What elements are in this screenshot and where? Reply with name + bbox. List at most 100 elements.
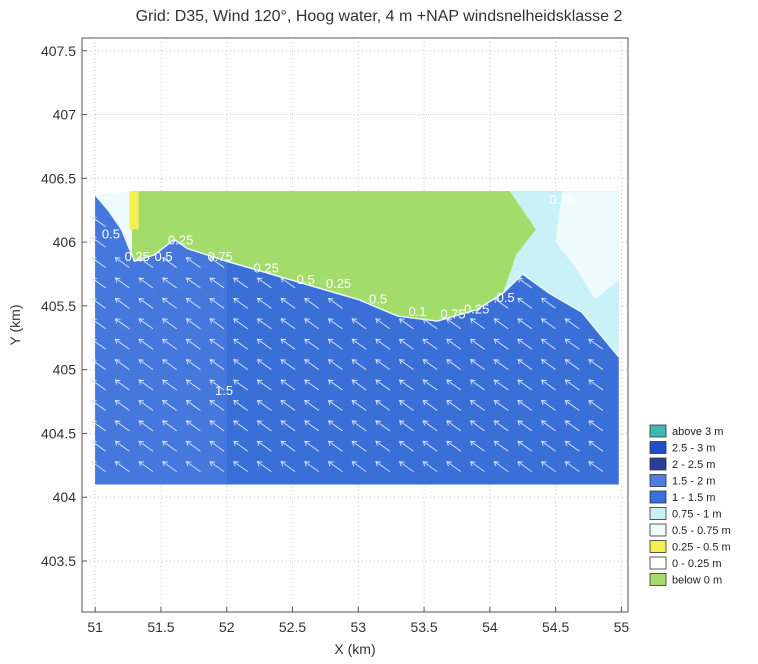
wave-arrow bbox=[91, 338, 106, 350]
wave-arrow-head bbox=[588, 379, 595, 385]
wave-arrow bbox=[91, 440, 106, 452]
wave-arrow bbox=[494, 379, 509, 391]
wave-arrow bbox=[470, 359, 485, 371]
wave-arrow-head bbox=[422, 318, 429, 324]
wave-arrow-head bbox=[446, 440, 452, 446]
wave-arrow-head bbox=[422, 420, 429, 426]
wave-arrow-head bbox=[91, 420, 97, 426]
wave-arrow-head bbox=[138, 277, 145, 283]
wave-arrow bbox=[517, 440, 533, 452]
wave-arrow-head bbox=[304, 420, 310, 426]
wave-arrow-head bbox=[327, 420, 334, 426]
wave-arrow bbox=[162, 338, 177, 350]
wave-arrow-head bbox=[114, 461, 121, 467]
wave-arrow-head bbox=[351, 359, 358, 365]
wave-arrow bbox=[494, 338, 509, 350]
wave-arrow bbox=[517, 277, 533, 289]
y-tick-label: 405 bbox=[53, 362, 77, 378]
wave-arrow-head bbox=[280, 461, 287, 467]
wave-arrow-head bbox=[588, 399, 595, 406]
wave-arrow bbox=[162, 461, 177, 473]
wave-arrow bbox=[351, 440, 367, 452]
wave-arrow-head bbox=[517, 338, 524, 344]
wave-arrow bbox=[588, 379, 604, 391]
wave-arrow bbox=[91, 379, 106, 391]
wave-arrow-head bbox=[493, 461, 500, 467]
wave-arrow-head bbox=[327, 297, 334, 304]
wave-arrow-head bbox=[114, 318, 121, 324]
wave-arrow-head bbox=[398, 461, 405, 467]
wave-arrow bbox=[115, 338, 130, 350]
wave-arrow-head bbox=[209, 318, 216, 324]
wave-arrow-head bbox=[91, 338, 97, 344]
wave-arrow-head bbox=[469, 359, 476, 365]
wave-arrow bbox=[541, 440, 556, 452]
wave-arrow bbox=[162, 298, 177, 309]
wave-arrow bbox=[375, 359, 391, 371]
wave-arrow bbox=[209, 440, 225, 452]
wave-arrow bbox=[328, 461, 343, 473]
legend-swatch bbox=[649, 507, 667, 520]
x-tick-label: 53 bbox=[351, 619, 367, 635]
wave-arrow bbox=[517, 400, 533, 411]
wave-arrow-head bbox=[327, 461, 334, 467]
wave-arrow-head bbox=[185, 318, 192, 324]
contour-label: 0.75 bbox=[440, 307, 465, 322]
wave-arrow-head bbox=[422, 338, 429, 344]
wave-arrow bbox=[233, 420, 249, 432]
wave-arrow bbox=[588, 440, 604, 452]
wave-arrow-head bbox=[351, 338, 358, 344]
wave-arrow bbox=[138, 400, 154, 411]
wave-arrow-head bbox=[351, 318, 358, 324]
wave-arrow-head bbox=[256, 461, 263, 467]
wave-arrow-head bbox=[209, 297, 216, 304]
wave-arrow-head bbox=[564, 359, 571, 365]
x-tick-label: 53.5 bbox=[410, 619, 437, 635]
wave-arrow bbox=[257, 440, 272, 452]
wave-arrow bbox=[138, 379, 154, 391]
wave-arrow-head bbox=[540, 359, 547, 365]
wave-arrow bbox=[186, 359, 201, 371]
legend-label: 2 - 2.5 m bbox=[672, 459, 715, 471]
wave-arrow bbox=[91, 359, 106, 371]
wave-arrow bbox=[470, 440, 485, 452]
wave-arrow-head bbox=[138, 359, 145, 365]
water-region-deeper bbox=[95, 194, 227, 485]
wave-arrow-head bbox=[493, 420, 500, 426]
wave-arrow-head bbox=[304, 399, 310, 406]
wave-arrow bbox=[186, 298, 201, 309]
wave-arrow bbox=[351, 318, 367, 330]
wave-arrow bbox=[375, 400, 391, 411]
wave-arrow bbox=[399, 420, 414, 432]
wave-arrow-head bbox=[588, 420, 595, 426]
wave-arrow bbox=[138, 440, 154, 452]
wave-arrow-head bbox=[446, 338, 452, 344]
wave-arrow bbox=[328, 298, 343, 309]
wave-arrow bbox=[233, 298, 249, 309]
wave-arrow bbox=[91, 277, 106, 289]
wave-arrow-head bbox=[233, 277, 239, 283]
legend-label: below 0 m bbox=[672, 575, 722, 587]
wave-arrow-head bbox=[256, 277, 263, 283]
wave-arrow-head bbox=[233, 318, 239, 324]
legend-swatch bbox=[649, 490, 667, 504]
wave-arrow bbox=[138, 359, 154, 371]
wave-arrow bbox=[209, 257, 225, 268]
wave-arrow bbox=[115, 298, 130, 309]
wave-arrow bbox=[328, 420, 343, 432]
wave-arrow-head bbox=[256, 338, 263, 344]
wave-arrow bbox=[541, 379, 556, 391]
wave-arrow-head bbox=[280, 359, 287, 365]
wave-arrow bbox=[399, 359, 414, 371]
wave-arrow-head bbox=[446, 420, 452, 426]
wave-arrow bbox=[422, 440, 438, 452]
wave-arrow-head bbox=[540, 420, 547, 426]
wave-arrow bbox=[91, 236, 106, 248]
y-tick-label: 406.5 bbox=[41, 170, 76, 186]
wave-arrow bbox=[209, 277, 225, 289]
wave-arrow bbox=[399, 318, 414, 330]
wave-arrow-head bbox=[185, 257, 192, 263]
wave-arrow-head bbox=[233, 359, 239, 365]
wave-arrow-head bbox=[422, 399, 429, 406]
wave-arrow bbox=[470, 461, 485, 473]
